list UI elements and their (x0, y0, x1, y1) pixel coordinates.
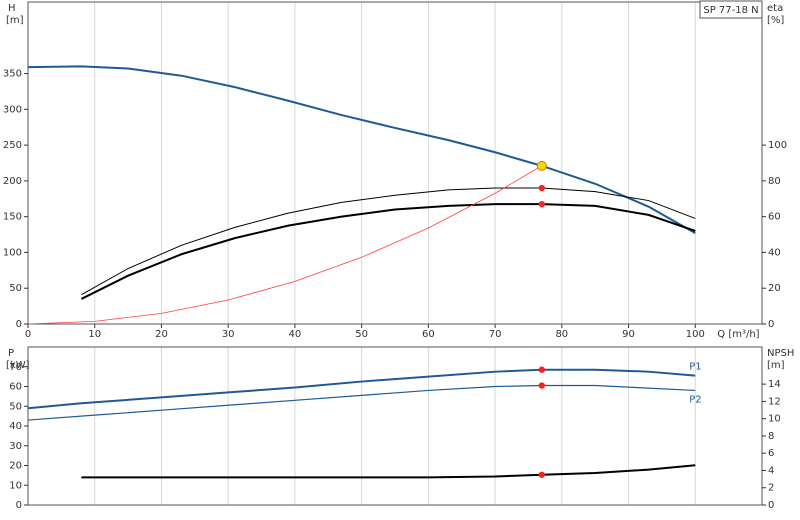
y2-tick-label: 8 (768, 431, 774, 442)
series-label: P1 (689, 362, 701, 373)
x-tick-label: 70 (489, 329, 502, 340)
x-tick-label: 10 (88, 329, 101, 340)
y-axis-unit: [kW] (6, 360, 30, 371)
series-line (81, 464, 696, 479)
y-tick-label: 350 (3, 69, 22, 80)
x-tick-label: 60 (422, 329, 435, 340)
y-tick-label: 250 (3, 140, 22, 151)
y2-tick-label: 0 (768, 500, 774, 511)
operating-point (538, 382, 545, 389)
series-line (27, 65, 696, 234)
y-tick-label: 300 (3, 104, 22, 115)
operating-point (538, 200, 545, 208)
series-line (80, 203, 696, 300)
y2-axis-unit: [m] (767, 360, 785, 371)
series-label: P2 (689, 394, 701, 405)
y2-axis-title: NPSH (767, 348, 794, 359)
x-tick-label: 30 (222, 329, 235, 340)
y-tick-label: 60 (9, 382, 22, 393)
y2-tick-label: 14 (768, 379, 781, 390)
operating-point (536, 160, 547, 171)
y-axis-title: P (8, 348, 14, 359)
legend-text: SP 77-18 N (703, 5, 758, 16)
y-tick-label: 100 (3, 247, 22, 258)
series-line (27, 368, 696, 410)
y2-tick-label: 80 (768, 176, 781, 187)
y2-axis-title: eta (767, 3, 783, 14)
plot-frame (27, 346, 763, 506)
y-tick-label: 150 (3, 212, 22, 223)
operating-point (538, 366, 545, 373)
y2-tick-label: 0 (768, 319, 774, 330)
x-tick-label: 80 (555, 329, 568, 340)
y2-tick-label: 10 (768, 414, 781, 425)
y-tick-label: 50 (9, 283, 22, 294)
y2-tick-label: 4 (768, 465, 774, 476)
plot-frame (27, 1, 763, 325)
operating-point (538, 184, 545, 192)
y-tick-label: 200 (3, 176, 22, 187)
y2-tick-label: 6 (768, 448, 774, 459)
x-tick-label: 40 (289, 329, 302, 340)
legend-box (699, 0, 763, 19)
y-tick-label: 10 (9, 480, 22, 491)
y2-tick-label: 100 (768, 140, 787, 151)
x-tick-label: 100 (686, 329, 705, 340)
x-tick-label: 90 (622, 329, 635, 340)
y-tick-label: 50 (9, 401, 22, 412)
y-axis-title: H (8, 3, 16, 14)
series-line (81, 187, 696, 296)
y-tick-label: 30 (9, 441, 22, 452)
y-tick-label: 20 (9, 461, 22, 472)
x-tick-label: 0 (25, 329, 31, 340)
y2-tick-label: 2 (768, 483, 774, 494)
y2-tick-label: 20 (768, 283, 781, 294)
y2-tick-label: 12 (768, 396, 781, 407)
operating-point (538, 471, 545, 478)
y-tick-label: 0 (16, 319, 22, 330)
y-tick-label: 70 (9, 362, 22, 373)
y2-axis-unit: [%] (767, 15, 784, 26)
x-tick-label: 50 (355, 329, 368, 340)
series-line (27, 165, 543, 325)
x-tick-label: 20 (155, 329, 168, 340)
y-tick-label: 40 (9, 421, 22, 432)
y-tick-label: 0 (16, 500, 22, 511)
y-axis-unit: [m] (6, 15, 24, 26)
series-line (27, 384, 696, 421)
y2-tick-label: 40 (768, 247, 781, 258)
x-axis-title: Q [m³/h] (717, 329, 759, 340)
y2-tick-label: 60 (768, 212, 781, 223)
